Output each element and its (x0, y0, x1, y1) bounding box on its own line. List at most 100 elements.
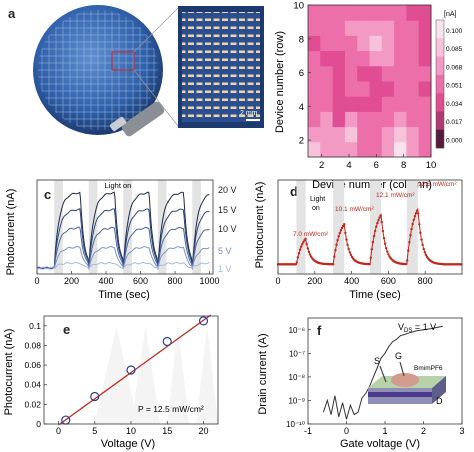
c-frame (36, 179, 214, 275)
f-x-tick-label: 3 (459, 426, 464, 436)
d-data-point (301, 242, 304, 246)
colorbar-tick-label: 0.000 (446, 138, 463, 145)
d-data-point (419, 231, 422, 235)
heatmap-cell (394, 35, 407, 52)
heatmap-cell (308, 111, 321, 128)
d-data-point (411, 222, 414, 226)
heatmap-cell (320, 111, 334, 128)
inset-ionic-label: BmimPF6 (414, 365, 443, 372)
d-data-point (344, 231, 347, 235)
heatmap-cell (344, 5, 358, 21)
d-data-point (383, 242, 387, 245)
heatmap-cell (308, 50, 321, 67)
d-data-point (349, 253, 353, 257)
zoom-line-top (133, 7, 179, 53)
d-x-label: Time (sec) (349, 289, 401, 301)
heatmap-cell (381, 81, 395, 97)
colorbar-tick-label: 0.100 (446, 28, 463, 35)
heatmap-cell (406, 5, 420, 21)
heatmap-cell (332, 111, 346, 128)
e-x-tick-label: 15 (162, 426, 172, 436)
colorbar-swatch (436, 111, 444, 131)
heatmap-cell (332, 50, 346, 67)
e-data-point (198, 316, 209, 326)
e-x-tick-label: 5 (92, 426, 97, 436)
heatmap-cell (320, 126, 334, 143)
heatmap-cells (308, 5, 432, 158)
d-x-tick-label: 0 (275, 276, 280, 286)
e-background-shade (131, 326, 160, 424)
inset-drain-label: D (436, 396, 443, 406)
e-y-tick-label: 0.1 (29, 321, 41, 331)
d-intensity-label: 10.1 mW/cm² (335, 206, 374, 213)
heatmap-y-label: Device number (row) (274, 31, 286, 133)
probe-tweezers (109, 101, 165, 137)
heatmap-cell (406, 65, 420, 82)
d-data-point (336, 238, 339, 242)
heatmap-cell (406, 111, 420, 128)
f-x-label: Gate voltage (V) (340, 438, 420, 450)
f-y-tick-label: 10⁻⁶ (289, 326, 305, 335)
d-data-point (412, 218, 415, 222)
d-data-point (372, 234, 376, 238)
d-data-point (384, 246, 388, 250)
transistor-inset: S G D BmimPF6 (368, 351, 446, 406)
d-data-point (346, 243, 349, 247)
colorbar-tick-label: 0.068 (446, 64, 463, 71)
heatmap-cell (308, 65, 321, 82)
heatmap-y-tick-label: 8 (299, 34, 304, 45)
c-y-label: Photocurrent (nA) (5, 189, 17, 276)
d-data-point (299, 245, 303, 248)
d-data-point (294, 263, 297, 266)
heatmap-cell (369, 141, 383, 158)
e-data-point (90, 391, 100, 402)
e-background-shade (196, 326, 218, 424)
inset-source-label: S (374, 356, 380, 366)
panel-label-c: c (44, 187, 51, 202)
heatmap-cell (381, 20, 395, 36)
c-legend-label: 10 V (218, 224, 237, 234)
d-x-tick-label: 600 (381, 276, 396, 286)
f-y-label: Drain current (A) (257, 333, 269, 414)
d-data-point (302, 240, 305, 244)
d-data-point (376, 221, 379, 225)
device-array-pattern (182, 12, 260, 122)
e-background-shade (94, 326, 139, 424)
panel-label-e: e (63, 322, 70, 337)
colorbar-swatch (436, 93, 444, 112)
d-data-point (345, 238, 348, 241)
scale-bar-label: 2 mm (240, 110, 258, 117)
d-data-point (295, 261, 298, 264)
heatmap-cell (369, 96, 383, 112)
c-legend-label: 20 V (218, 185, 237, 195)
inset-ionic-drop (391, 373, 419, 387)
e-x-tick-label: 10 (126, 426, 136, 436)
d-data-point (305, 243, 308, 246)
f-x-tick-label: 2 (421, 426, 426, 436)
e-y-tick-label: 0.08 (24, 340, 41, 350)
heatmap-cell (369, 50, 383, 67)
heatmap-cell (394, 81, 407, 97)
e-y-tick-label: 0.04 (24, 380, 41, 390)
e-data-point (126, 365, 136, 375)
c-series-line (36, 261, 210, 270)
d-x-tick-label: 200 (307, 276, 322, 286)
light-on-band (333, 180, 345, 274)
d-data-point (407, 249, 410, 252)
d-data-point (298, 248, 302, 251)
inset-source-probe (379, 365, 387, 383)
heatmap-cell (369, 5, 383, 21)
heatmap-cell (357, 35, 370, 52)
d-data-point (386, 250, 389, 253)
heatmap-cell (332, 81, 346, 97)
heatmap-x-tick-label: 6 (374, 160, 379, 171)
heatmap-cell (406, 35, 420, 52)
e-x-tick-label: 0 (56, 426, 61, 436)
heatmap-x-tick-label: 4 (346, 160, 351, 171)
heatmap-cell (369, 81, 383, 97)
light-on-band (192, 180, 201, 274)
heatmap-cell (394, 50, 407, 67)
d-data-point (343, 223, 346, 226)
d-data-point (408, 240, 411, 244)
